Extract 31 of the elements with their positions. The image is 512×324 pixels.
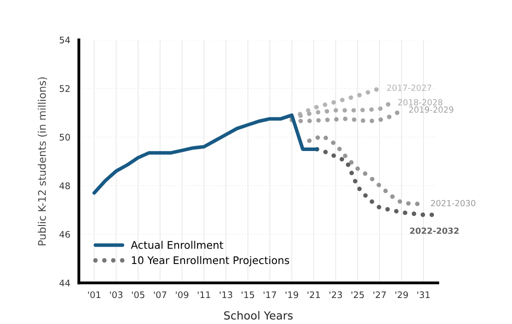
x-tick-label: '07 xyxy=(154,291,166,298)
y-tick-label: 54 xyxy=(60,36,70,44)
annotation: 10 Year Enrollment Projections xyxy=(132,256,290,266)
x-axis-title: School Years xyxy=(224,311,293,320)
y-tick-label: 48 xyxy=(59,182,70,190)
series-label: 2021-2030 xyxy=(431,200,476,206)
x-tick-label: '31 xyxy=(417,291,430,298)
x-tick-label: '13 xyxy=(220,291,232,298)
x-tick-label: '01 xyxy=(88,291,100,298)
x-tick-label: '29 xyxy=(395,291,408,298)
y-axis-title: Public K-12 students (in millions) xyxy=(38,77,48,246)
x-tick-label: '21 xyxy=(308,291,320,298)
x-tick-label: '19 xyxy=(286,291,298,298)
x-tick-label: '15 xyxy=(242,291,254,298)
x-tick-label: '17 xyxy=(264,291,276,298)
x-tick-label: '27 xyxy=(373,291,386,298)
y-tick-label: 50 xyxy=(60,134,70,141)
y-tick-label: 44 xyxy=(59,280,70,286)
series-label: 2018-2028 xyxy=(398,99,442,106)
x-tick-label: '09 xyxy=(176,291,188,298)
y-tick-label: 46 xyxy=(59,230,70,238)
x-tick-label: '05 xyxy=(132,291,144,298)
series-label: 2019-2029 xyxy=(409,106,454,113)
series-label: 2017-2027 xyxy=(387,84,432,91)
x-tick-label: '11 xyxy=(198,291,210,298)
y-tick-label: 52 xyxy=(60,85,70,92)
legend-label: Actual Enrollment xyxy=(130,240,224,249)
x-tick-label: '03 xyxy=(110,291,122,298)
x-tick-label: '23 xyxy=(330,291,342,298)
series-label: 2022-2032 xyxy=(410,228,459,234)
x-tick-label: '25 xyxy=(352,291,364,298)
